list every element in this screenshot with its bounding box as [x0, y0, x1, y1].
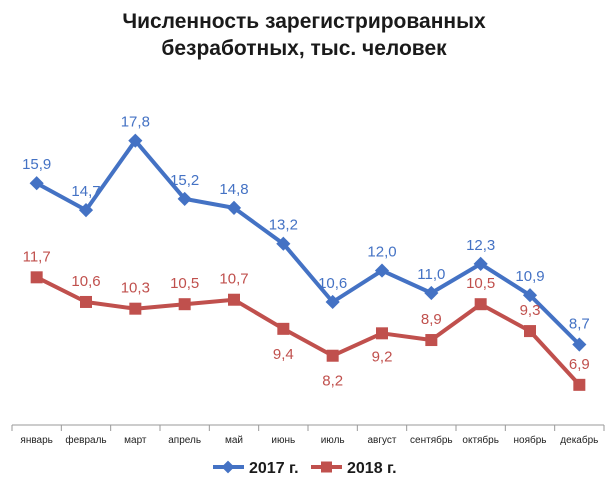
data-point [325, 294, 340, 310]
series-line-2017 [35, 138, 581, 346]
data-label: 6,9 [569, 356, 590, 373]
chart-title-line-1: Численность зарегистрированных [122, 10, 486, 33]
x-tick-label: апрель [168, 435, 201, 446]
data-label: 13,2 [269, 217, 298, 234]
legend-swatch-marker-2017 [221, 460, 235, 474]
data-label: 10,5 [170, 275, 199, 292]
x-tick-label: февраль [65, 434, 106, 446]
data-label: 14,7 [71, 183, 100, 200]
legend: 2017 г. 2018 г. [213, 460, 397, 477]
data-point [474, 298, 487, 311]
x-tick-label: январь [20, 435, 52, 446]
data-point [276, 236, 291, 251]
data-point [29, 176, 44, 191]
data-point [129, 302, 142, 315]
series-group [29, 133, 587, 391]
data-point [425, 334, 438, 347]
data-label: 8,7 [569, 316, 590, 333]
data-label: 12,3 [466, 237, 495, 254]
x-tick-label: декабрь [560, 434, 598, 446]
data-labels: 15,9 14,7 17,8 15,2 14,8 13,2 10,6 12,0 11,0 12,3… [22, 114, 590, 390]
x-tick-label: сентябрь [410, 434, 453, 446]
data-label: 10,3 [121, 280, 150, 297]
data-point [178, 298, 191, 311]
data-label: 15,2 [170, 172, 199, 189]
legend-item-2018: 2018 г. [311, 460, 397, 477]
legend-label-2018: 2018 г. [347, 460, 397, 477]
data-point [228, 293, 240, 306]
x-tick-label: март [124, 435, 147, 446]
data-label: 9,4 [273, 346, 294, 363]
data-point [522, 288, 538, 303]
data-point [128, 133, 143, 148]
legend-item-2017: 2017 г. [213, 460, 299, 477]
data-label: 10,9 [515, 268, 544, 285]
data-label: 9,2 [372, 348, 393, 365]
data-point [376, 327, 388, 340]
x-axis: январь февраль март апрель май июнь июль август… [11, 424, 605, 446]
legend-label-2017: 2017 г. [249, 460, 299, 477]
data-label: 10,7 [219, 271, 248, 288]
data-label: 8,2 [322, 373, 343, 390]
x-tick-label: октябрь [462, 434, 499, 446]
data-point [226, 200, 242, 215]
legend-swatch-marker-2018 [321, 461, 332, 473]
chart-title-line-2: безработных, тыс. человек [161, 37, 447, 60]
data-point [424, 285, 439, 301]
data-label: 12,0 [367, 244, 396, 261]
data-point [573, 378, 586, 391]
series-line-2018 [35, 275, 581, 387]
data-label: 10,6 [318, 275, 347, 292]
data-label: 10,6 [71, 273, 100, 290]
data-point [177, 191, 192, 206]
data-point [374, 263, 390, 278]
data-point [572, 337, 587, 352]
data-label: 14,8 [219, 181, 248, 198]
data-label: 10,5 [466, 275, 495, 292]
data-point [80, 295, 92, 308]
data-point [473, 256, 488, 271]
data-label: 17,8 [121, 114, 150, 131]
x-tick-label: июль [321, 435, 345, 446]
data-point [524, 325, 536, 338]
x-tick-label: август [368, 435, 397, 446]
data-label: 9,3 [520, 302, 541, 319]
data-label: 11,0 [417, 266, 445, 283]
data-label: 11,7 [23, 248, 51, 265]
data-label: 8,9 [421, 311, 442, 328]
x-tick-label: ноябрь [514, 434, 547, 446]
data-point [326, 349, 339, 362]
data-point [277, 322, 290, 335]
data-label: 15,9 [22, 156, 51, 173]
x-tick-label: июнь [271, 435, 295, 446]
x-tick-label: май [225, 435, 243, 446]
data-point [30, 271, 43, 284]
